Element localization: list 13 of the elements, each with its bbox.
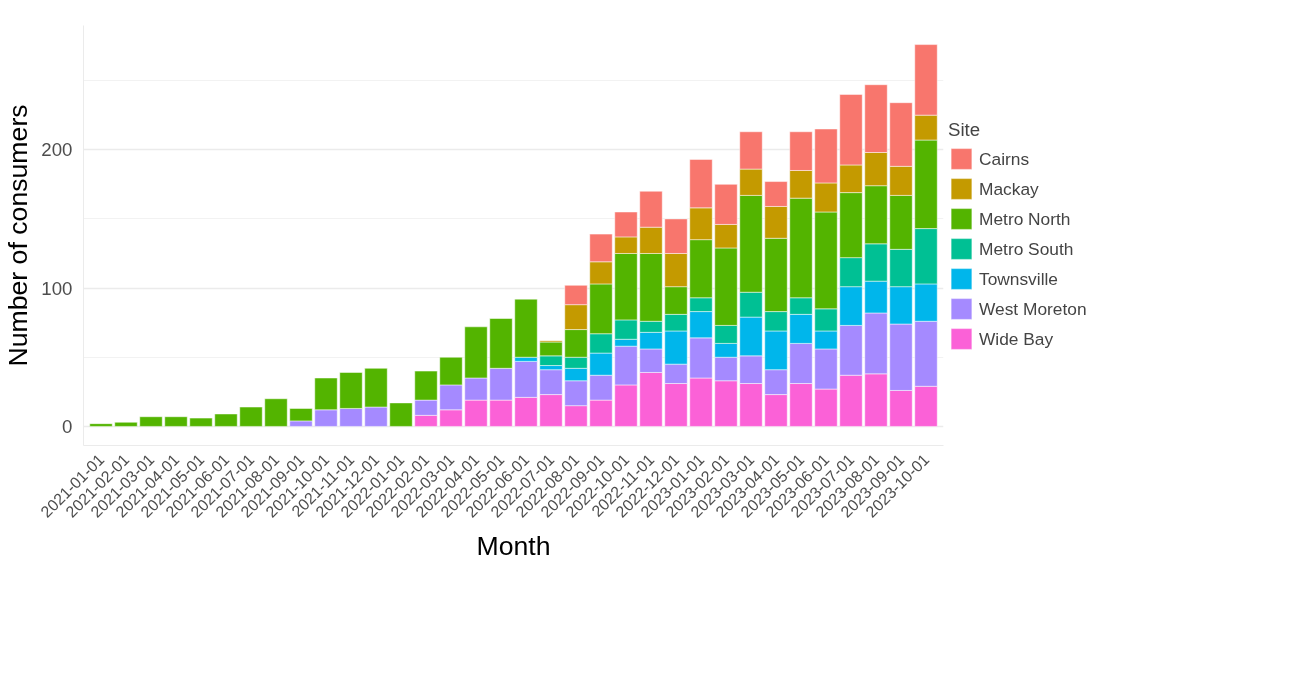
- y-axis-title: Number of consumers: [3, 104, 34, 367]
- legend-title: Site: [948, 118, 982, 141]
- y-tick-label: 0: [62, 415, 73, 437]
- x-axis-title: Month: [476, 530, 551, 561]
- legend-label: Metro South: [979, 238, 1074, 259]
- legend-label: Wide Bay: [979, 328, 1054, 349]
- legend-label: Townsville: [979, 268, 1058, 289]
- y-tick-label: 100: [41, 277, 73, 299]
- legend-label: West Moreton: [979, 298, 1087, 319]
- y-tick-label: 200: [41, 139, 73, 161]
- legend-label: Metro North: [979, 208, 1071, 229]
- legend-label: Mackay: [979, 178, 1039, 199]
- legend-label: Cairns: [979, 148, 1030, 169]
